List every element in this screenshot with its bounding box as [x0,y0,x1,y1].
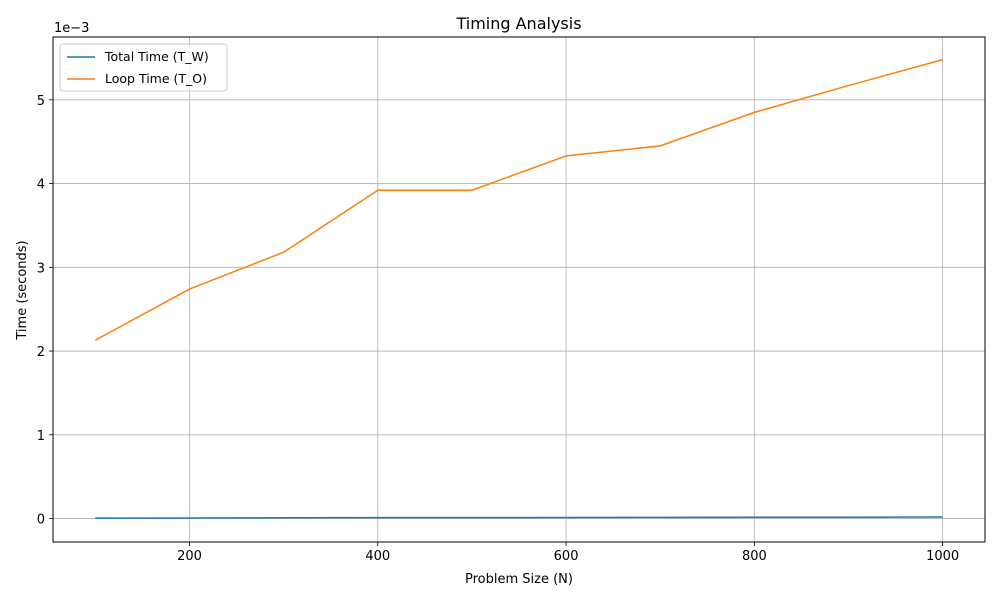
y-axis-offset-label: 1e−3 [54,21,89,36]
y-tick-label: 2 [37,345,45,360]
y-axis-ticks: 0 1 2 3 4 5 [37,94,53,528]
y-axis-label: Time (seconds) [15,240,30,340]
x-tick-label: 200 [177,549,202,564]
chart-title: Timing Analysis [455,14,581,33]
x-axis-label: Problem Size (N) [465,572,573,587]
x-tick-label: 400 [365,549,390,564]
plot-frame [52,36,986,543]
legend-label: Loop Time (T_O) [105,71,207,86]
x-tick-label: 1000 [926,549,959,564]
x-axis-ticks: 200 400 600 800 1000 [177,542,959,564]
y-tick-label: 4 [37,178,45,193]
legend: Total Time (T_W) Loop Time (T_O) [59,43,228,92]
y-tick-label: 0 [37,513,45,528]
x-tick-label: 800 [742,549,767,564]
y-tick-label: 3 [37,261,45,276]
y-tick-label: 5 [37,94,45,109]
series-line-1 [95,58,943,341]
legend-label: Total Time (T_W) [104,49,209,64]
series-line-0 [95,516,943,519]
legend-box [59,43,228,92]
y-tick-label: 1 [37,429,45,444]
series-lines [95,58,943,519]
x-tick-label: 600 [554,549,579,564]
grid-lines [53,37,985,542]
